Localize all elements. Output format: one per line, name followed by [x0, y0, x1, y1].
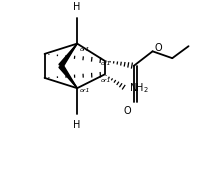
Text: O: O — [154, 43, 162, 53]
Text: or1: or1 — [100, 78, 111, 83]
Polygon shape — [59, 64, 77, 88]
Text: O: O — [124, 106, 132, 116]
Text: NH$_2$: NH$_2$ — [129, 81, 148, 95]
Text: or1: or1 — [80, 47, 90, 52]
Text: H: H — [73, 2, 81, 12]
Text: or1: or1 — [100, 61, 111, 66]
Polygon shape — [59, 44, 77, 67]
Text: or1: or1 — [80, 88, 90, 93]
Text: H: H — [73, 120, 81, 130]
